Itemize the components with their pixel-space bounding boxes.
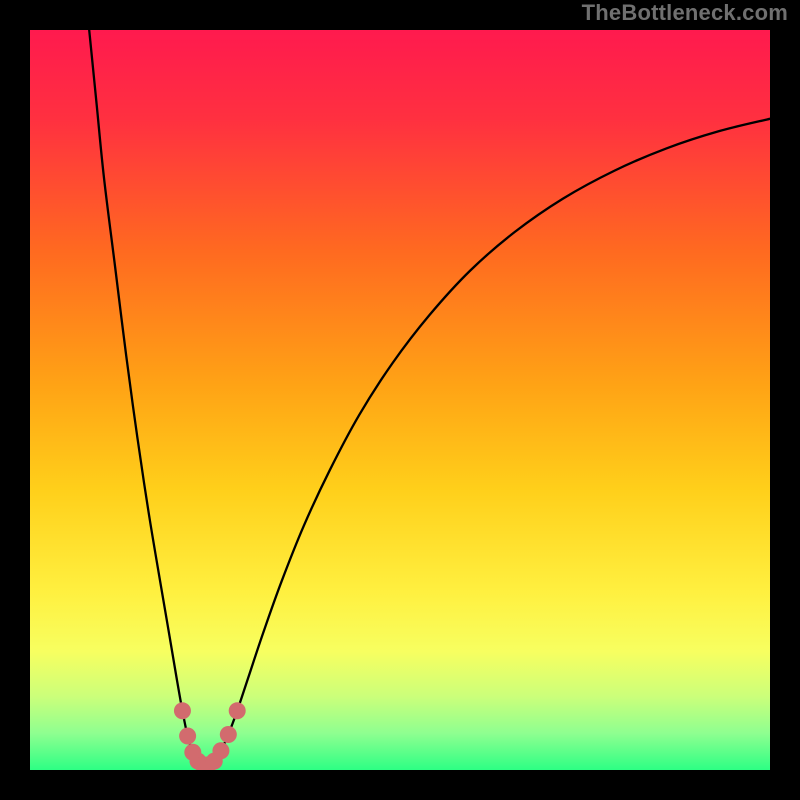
gradient-background: [30, 30, 770, 770]
plot-area: [30, 30, 770, 770]
watermark-text: TheBottleneck.com: [0, 0, 800, 30]
marker-dot: [229, 702, 246, 719]
marker-dot: [220, 726, 237, 743]
marker-dot: [212, 742, 229, 759]
chart-outer-frame: TheBottleneck.com: [0, 0, 800, 800]
marker-dot: [179, 727, 196, 744]
marker-dot: [174, 702, 191, 719]
bottleneck-curve-chart: [30, 30, 770, 770]
